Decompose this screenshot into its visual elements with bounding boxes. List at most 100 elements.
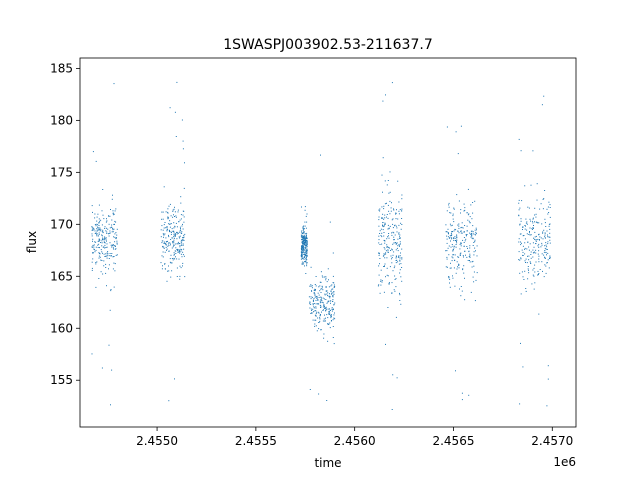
data-point <box>306 265 308 267</box>
data-point <box>326 293 328 295</box>
data-point <box>549 239 551 241</box>
data-point <box>530 262 531 264</box>
data-point <box>302 242 304 244</box>
data-point <box>534 264 536 266</box>
data-point <box>549 257 551 259</box>
data-point <box>104 226 106 228</box>
data-point <box>105 267 107 268</box>
data-point <box>114 245 116 247</box>
data-point <box>383 255 385 257</box>
data-point <box>327 300 329 302</box>
data-point <box>399 269 401 271</box>
data-point <box>472 225 474 227</box>
data-point <box>104 227 106 229</box>
data-point <box>380 269 382 271</box>
data-point <box>330 293 332 295</box>
data-point <box>329 310 330 312</box>
data-point <box>92 229 94 231</box>
data-point <box>169 226 171 228</box>
data-point <box>324 320 326 322</box>
data-point <box>449 282 450 284</box>
data-point <box>163 247 165 249</box>
data-point <box>161 225 163 227</box>
data-point <box>456 268 458 270</box>
data-point <box>173 231 175 233</box>
data-point <box>544 232 546 234</box>
data-point <box>458 227 460 229</box>
data-point <box>390 255 392 257</box>
data-point <box>459 253 461 255</box>
data-point <box>175 233 176 235</box>
data-point <box>301 245 303 247</box>
data-point <box>546 249 548 250</box>
data-point <box>105 239 107 241</box>
data-point <box>453 247 455 249</box>
data-point <box>168 400 170 402</box>
data-point <box>306 241 308 243</box>
data-point <box>538 261 540 263</box>
data-point <box>181 242 183 244</box>
data-point <box>453 208 455 210</box>
data-point <box>449 267 451 269</box>
data-point <box>171 237 173 239</box>
data-point <box>455 272 457 274</box>
data-point <box>392 223 394 225</box>
data-point <box>173 208 175 210</box>
data-point <box>396 231 398 233</box>
data-point <box>314 319 316 321</box>
data-point <box>456 235 458 237</box>
data-point <box>304 247 306 249</box>
data-point <box>174 258 176 260</box>
data-point <box>460 242 462 244</box>
data-point <box>180 250 182 252</box>
data-point <box>115 248 117 250</box>
data-point <box>163 224 165 226</box>
data-point <box>310 284 312 286</box>
data-point <box>389 225 391 227</box>
data-point <box>396 377 398 379</box>
data-point <box>521 242 522 244</box>
data-point <box>305 249 307 251</box>
data-point <box>548 236 550 238</box>
data-point <box>94 230 96 232</box>
data-point <box>380 284 382 286</box>
data-point <box>455 370 456 372</box>
data-point <box>324 305 325 307</box>
data-point <box>549 236 551 238</box>
data-point <box>446 235 448 237</box>
data-point <box>168 205 170 207</box>
data-point <box>301 230 302 232</box>
data-point <box>96 233 98 235</box>
data-point <box>302 253 304 255</box>
data-point <box>114 210 116 212</box>
data-point <box>541 223 543 225</box>
data-point <box>113 256 115 257</box>
data-point <box>317 317 319 319</box>
data-point <box>306 237 308 239</box>
data-point <box>182 237 183 239</box>
data-point <box>325 310 326 312</box>
data-point <box>319 290 321 292</box>
data-point <box>469 232 471 234</box>
data-point <box>177 248 179 250</box>
data-point <box>95 249 97 251</box>
data-point <box>91 233 93 235</box>
data-point <box>398 263 400 265</box>
data-point <box>378 252 380 254</box>
data-point <box>319 304 321 306</box>
data-point <box>546 246 548 248</box>
data-point <box>466 225 468 227</box>
data-point <box>468 256 470 257</box>
data-point <box>327 340 329 342</box>
data-point <box>180 241 182 243</box>
data-point <box>96 228 98 230</box>
data-point <box>107 251 109 253</box>
data-point <box>109 227 111 229</box>
data-point <box>103 246 105 248</box>
data-point <box>540 246 542 248</box>
data-point <box>306 247 308 249</box>
data-point <box>318 294 320 296</box>
data-point <box>461 290 463 292</box>
data-point <box>333 286 335 288</box>
